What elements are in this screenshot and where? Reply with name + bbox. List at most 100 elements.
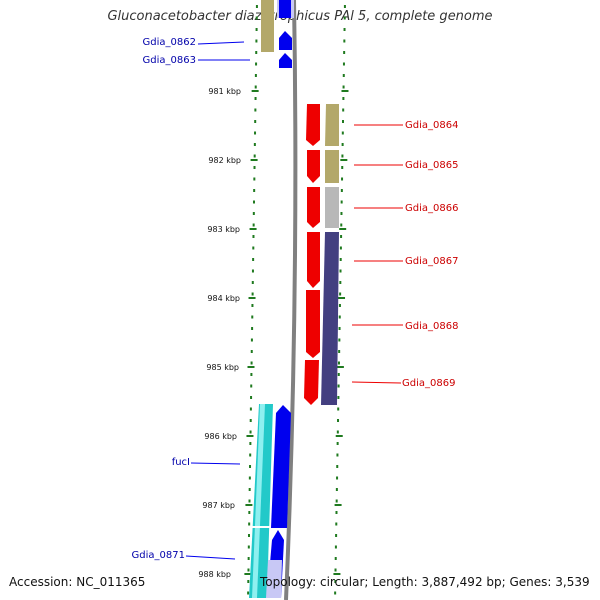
ruler-dot [342,120,344,123]
ruler-dot [253,189,256,192]
ruler-dot [254,97,257,100]
ruler-dot [251,269,254,273]
gene-body-0862 [279,0,291,18]
gene-label-gdia-0869[interactable]: Gdia_0869 [402,378,455,389]
ruler-dot [342,74,345,77]
ruler-dot [255,39,258,43]
gene-label-gdia-0863[interactable]: Gdia_0863 [143,55,196,66]
ruler-dot [341,154,344,158]
tick-label-986: 986 kbp [204,432,237,441]
gene-shape-0864 [306,104,320,146]
ruler-dot [250,373,253,376]
ruler-dot [336,476,339,480]
ruler-dot [340,200,343,204]
ruler-dot [254,74,257,77]
ruler-dot [336,442,339,445]
genome-summary: Topology: circular; Length: 3,887,492 bp… [260,575,590,589]
ruler-dot [255,5,258,8]
ruler-dot [341,143,344,146]
ruler-dot [252,246,255,250]
ruler-dot [255,16,258,20]
ruler-dot [337,384,340,388]
tick-label-981: 981 kbp [208,87,241,96]
major-tick-left [247,366,255,368]
ruler-dot [250,361,253,365]
ruler-right-dots [333,5,349,595]
ruler-dot [337,361,340,365]
gene-label-gdia-0867[interactable]: Gdia_0867 [405,256,458,267]
gene-label-gdia-0871[interactable]: Gdia_0871 [132,550,185,561]
callout-fucI [190,462,241,465]
major-tick-left [250,159,258,161]
ruler-dot [341,177,344,181]
bottom-genes [249,404,291,598]
major-tick-right [333,573,341,575]
gene-label-gdia-0864[interactable]: Gdia_0864 [405,120,458,131]
tick-label-988: 988 kbp [198,570,231,579]
top-genes [261,0,294,68]
callout-0871 [185,555,236,560]
major-tick-left [248,297,256,299]
ruler-dot [337,419,340,422]
major-tick-right [334,504,342,506]
cds-bar-0871-light [266,560,282,598]
ruler-dot [343,28,346,31]
ruler-dot [249,419,252,422]
ruler-dot [337,407,340,411]
ruler-dot [252,258,255,261]
ruler-dot [339,281,342,284]
ruler-dot [252,223,255,227]
ruler-dot [335,534,338,537]
gene-label-gdia-0868[interactable]: Gdia_0868 [405,321,458,332]
ruler-dot [343,16,346,20]
ruler-dot [250,350,253,353]
ruler-dot [338,315,341,319]
ruler-dot [338,327,341,330]
ruler-dot [250,396,253,399]
major-tick-left [249,228,257,230]
tick-label-984: 984 kbp [207,294,240,303]
ruler-dot [253,143,256,146]
ruler-dot [343,5,346,8]
gene-label-gdia-0866[interactable]: Gdia_0866 [405,203,458,214]
ruler-left-dots [244,5,259,595]
gene-label-gdia-0865[interactable]: Gdia_0865 [405,160,458,171]
ruler-dot [251,292,254,296]
major-tick-right [335,435,343,437]
ruler-dot [252,235,255,238]
major-tick-right [340,159,348,161]
ruler-dot [339,246,342,250]
major-tick-left [251,90,259,92]
gene-label-gdia-0862[interactable]: Gdia_0862 [143,37,196,48]
ruler-dot [250,338,253,342]
ruler-dot [248,499,251,503]
genome-backbone [284,0,298,600]
ruler-dot [255,62,258,66]
ruler-dot [252,200,255,204]
tick-labels: 981 kbp 982 kbp 983 kbp 984 kbp 985 kbp … [198,87,241,579]
map-title: Gluconacetobacter diazotrophicus PAl 5, … [107,9,493,24]
ruler-dot [253,177,256,181]
ruler-dot [342,97,345,100]
ruler-dot [340,212,343,215]
ruler-dot [342,85,345,89]
ruler-dot [341,131,344,135]
ruler-dot [335,522,338,526]
gene-label-fucI[interactable]: fucI [172,457,190,468]
ruler-dot [343,51,346,54]
ruler-dot [251,304,254,307]
major-tick-right [336,366,344,368]
ruler-dot [253,166,256,169]
ruler-dot [336,430,339,434]
ruler-dot [248,476,251,480]
ruler-dot [335,499,338,503]
callout-0862 [197,41,245,45]
tick-label-987: 987 kbp [202,501,235,510]
ruler-dot [342,108,345,112]
ruler-dot [247,534,250,537]
ruler-dot [334,545,337,549]
ruler-dot [249,442,252,445]
tick-label-985: 985 kbp [206,363,239,372]
gene-shape-0869 [304,360,319,405]
ruler-dot [338,304,341,307]
